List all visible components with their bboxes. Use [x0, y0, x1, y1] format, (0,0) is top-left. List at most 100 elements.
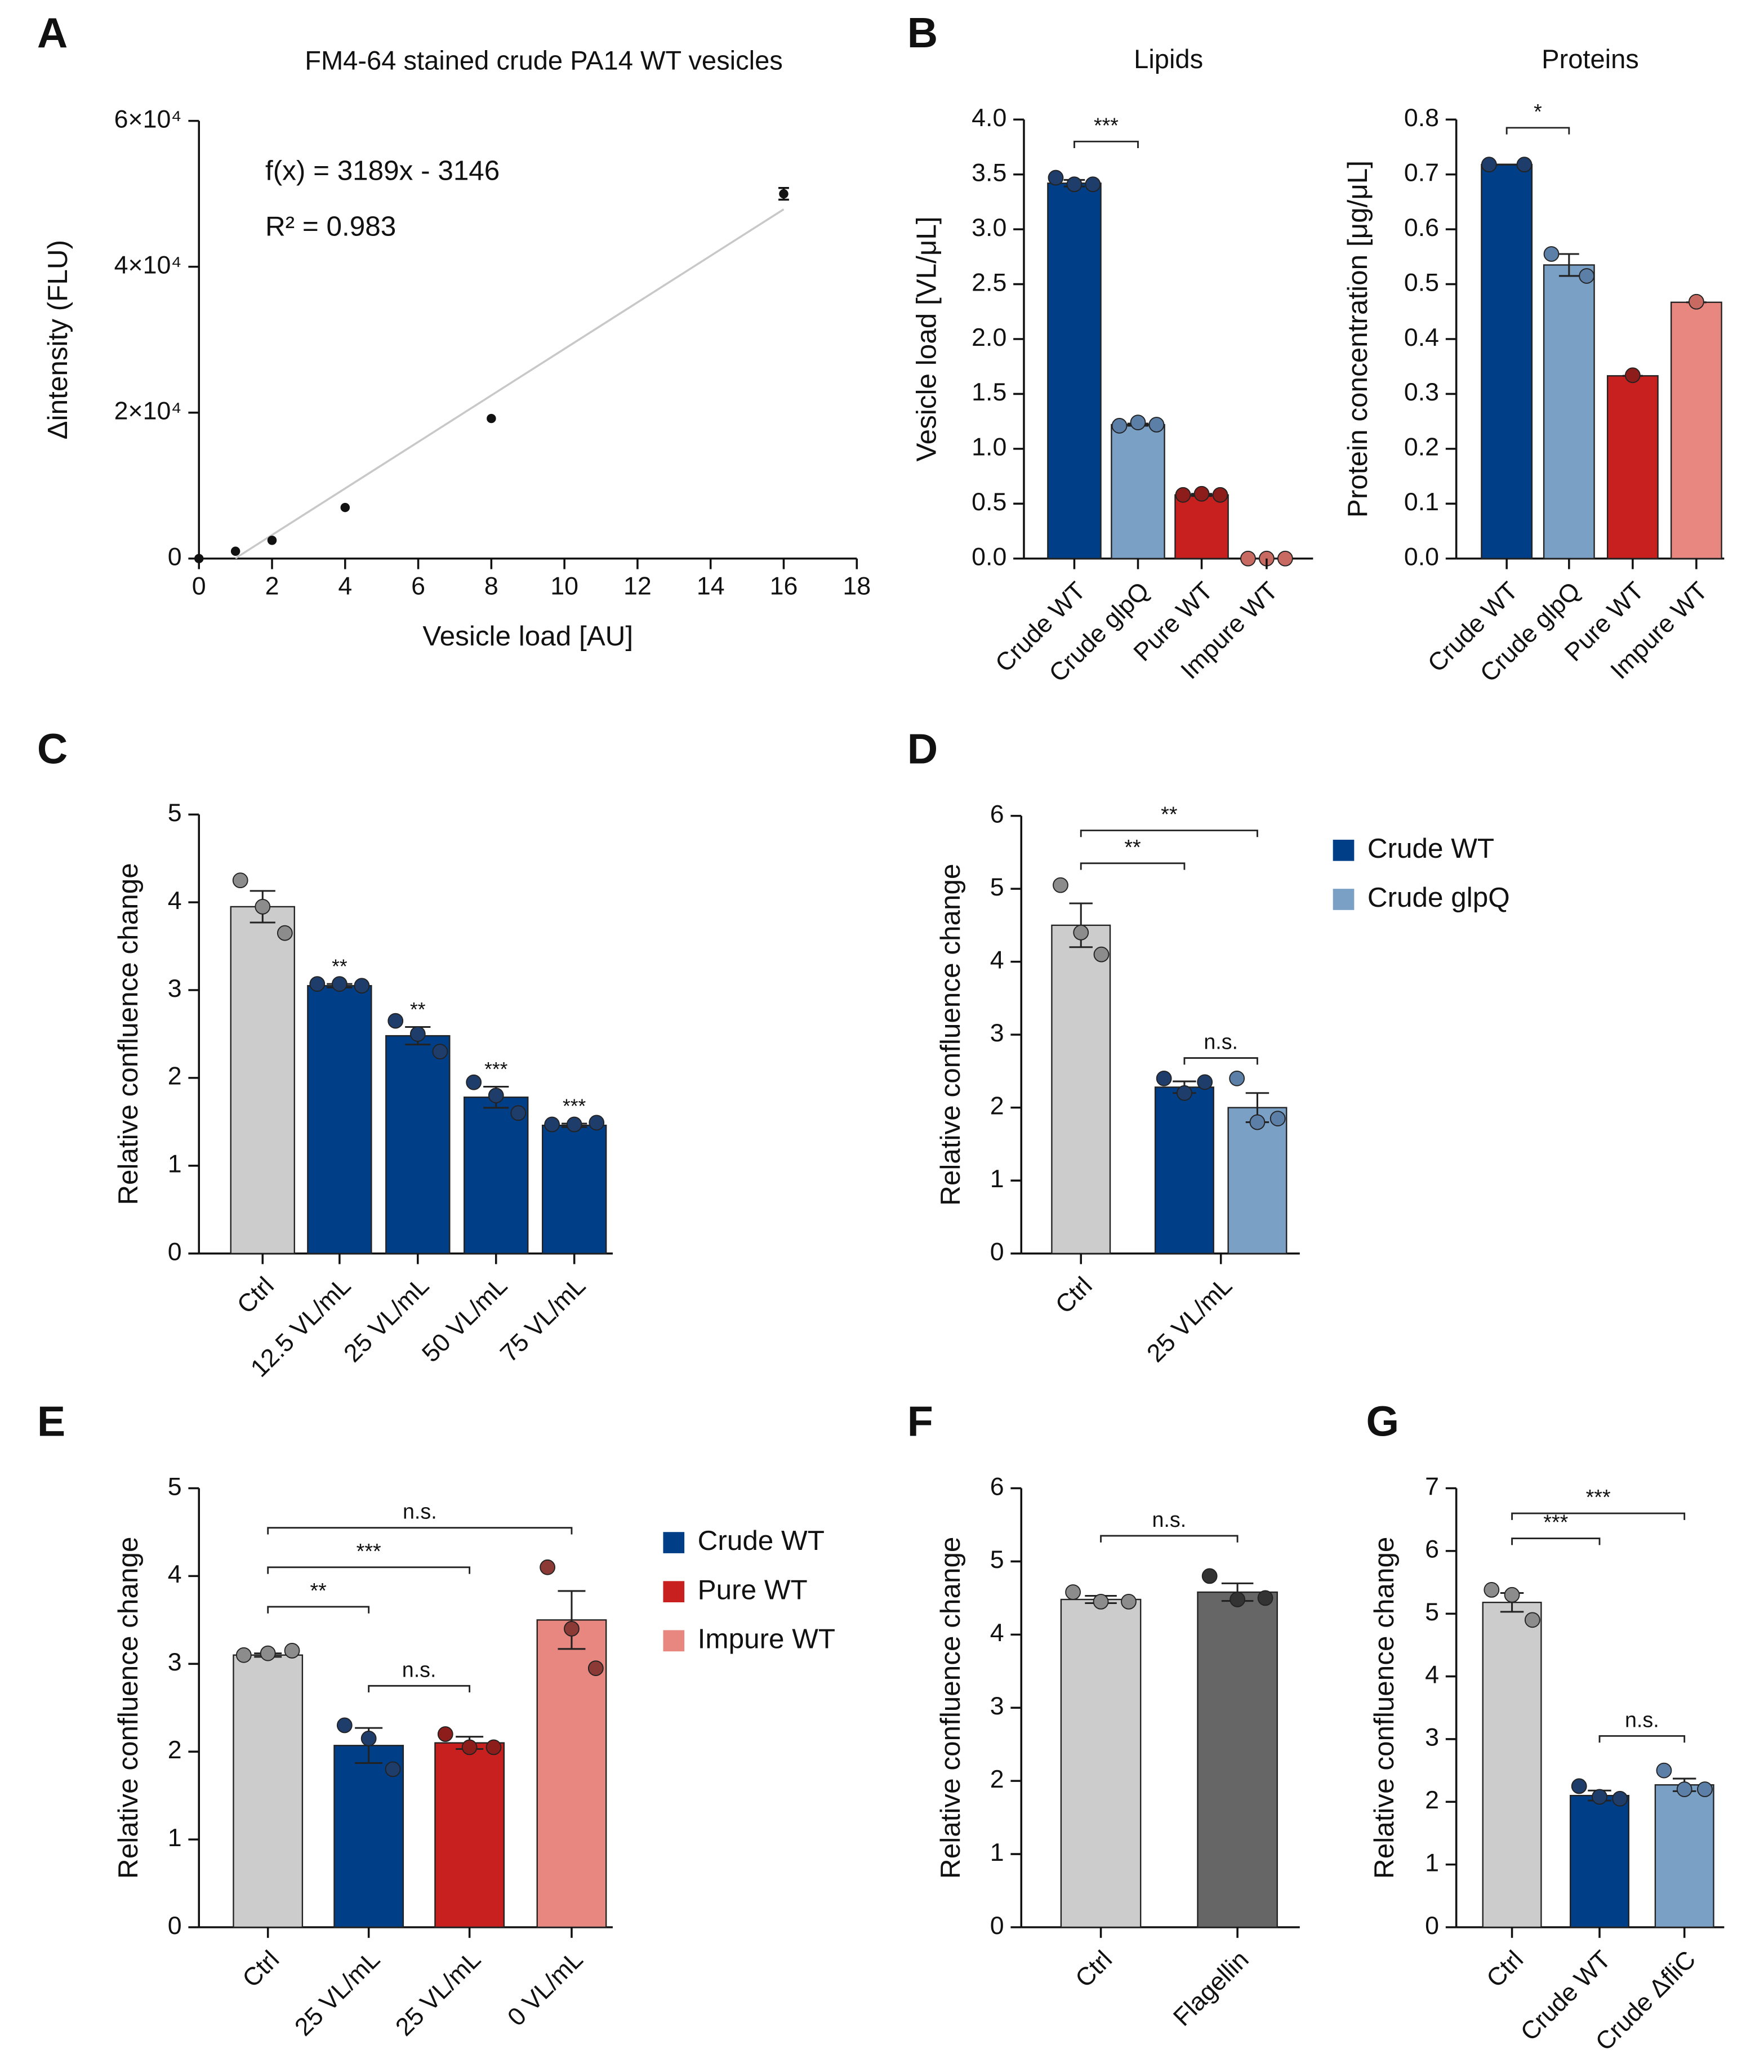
significance-bracket: [1183, 1057, 1258, 1065]
data-point: [284, 1643, 300, 1659]
significance-label: ***: [1543, 1510, 1568, 1534]
y-tick-label: 3: [168, 1648, 182, 1676]
bar: [1047, 182, 1102, 559]
data-point: [1130, 415, 1146, 430]
data-point: [461, 1739, 478, 1755]
r-squared: R² = 0.983: [265, 211, 396, 242]
point: [230, 546, 240, 556]
bar: [1197, 1591, 1278, 1928]
y-tick-label: 4: [168, 1560, 182, 1588]
y-tick-label: 2.0: [972, 323, 1006, 351]
significance-bracket: [1511, 1512, 1686, 1520]
data-point: [510, 1105, 527, 1121]
point: [340, 502, 350, 513]
bar: [385, 1035, 451, 1254]
y-tick-label: 2.5: [972, 268, 1006, 296]
x-tick-label: 0: [192, 572, 206, 600]
bar: [1051, 924, 1111, 1254]
bar: [1606, 375, 1659, 559]
significance-bracket: [368, 1685, 471, 1693]
y-tick-label: 1.0: [972, 433, 1006, 461]
y-tick-label: 1: [990, 1838, 1004, 1866]
data-point: [387, 1013, 404, 1029]
significance-bracket: [1073, 140, 1139, 149]
y-tick-label: 3: [990, 1692, 1004, 1720]
x-tick-label: 14: [697, 572, 725, 600]
point: [194, 554, 204, 563]
significance-bracket: [1511, 1538, 1601, 1545]
significance-label: **: [1161, 803, 1178, 826]
data-point: [354, 978, 370, 994]
data-point: [1093, 1593, 1109, 1610]
significance-bracket: [1080, 830, 1258, 837]
y-tick-label: 2: [1425, 1786, 1439, 1814]
data-point: [1612, 1790, 1628, 1807]
data-point: [1484, 1582, 1500, 1598]
bar: [1111, 424, 1165, 559]
y-tick-label: 0.5: [1404, 268, 1439, 296]
data-point: [566, 1116, 582, 1133]
data-point: [587, 1660, 604, 1676]
y-tick-label: 6: [990, 1472, 1004, 1500]
bar: [230, 906, 295, 1254]
x-tick-label: Ctrl: [231, 1272, 279, 1320]
legend-label: Crude WT: [1367, 833, 1494, 864]
data-point: [1197, 1074, 1213, 1090]
panel-label: F: [907, 1397, 933, 1445]
data-point: [1249, 1114, 1266, 1130]
y-tick-label: 2×10⁴: [114, 397, 182, 425]
x-tick-label: 4: [338, 572, 352, 600]
data-point: [360, 1730, 377, 1746]
y-tick-label: 2: [990, 1091, 1004, 1120]
y-tick-label: 4: [990, 946, 1004, 974]
x-tick-label: 6: [411, 572, 425, 600]
legend-swatch: [663, 1532, 685, 1553]
fit-equation: f(x) = 3189x - 3146: [265, 155, 500, 186]
x-tick-label: 75 VL/mL: [495, 1272, 591, 1368]
significance-bracket: [267, 1527, 573, 1535]
data-point: [255, 899, 271, 915]
data-point: [1592, 1789, 1607, 1805]
bar: [233, 1654, 304, 1928]
x-tick-label: 0 VL/mL: [502, 1945, 588, 2031]
data-point: [232, 872, 248, 889]
chart-title: Proteins: [1542, 44, 1639, 74]
x-tick-label: 25 VL/mL: [338, 1272, 435, 1368]
significance-bracket: [1100, 1535, 1239, 1543]
significance-label: ***: [1094, 113, 1119, 137]
fit-line: [235, 208, 785, 559]
data-point: [1175, 487, 1191, 503]
x-tick-label: 8: [484, 572, 498, 600]
y-tick-label: 2: [168, 1736, 182, 1764]
bar: [1154, 1086, 1214, 1254]
significance-label: n.s.: [1204, 1030, 1238, 1054]
x-tick-label: Flagellin: [1168, 1945, 1254, 2031]
bar: [307, 985, 372, 1254]
y-tick-label: 0.1: [1404, 488, 1439, 516]
legend-label: Crude WT: [698, 1525, 825, 1556]
bar: [1060, 1598, 1142, 1928]
y-tick-label: 0.2: [1404, 433, 1439, 461]
significance-label: ***: [357, 1539, 381, 1563]
y-axis-label: Relative confluence change: [935, 1537, 966, 1879]
y-tick-label: 1.5: [972, 378, 1006, 406]
y-tick-label: 6: [1425, 1535, 1439, 1563]
y-axis-label: Protein concentration [μg/μL]: [1342, 161, 1373, 518]
data-point: [1053, 877, 1068, 893]
chart-title: FM4-64 stained crude PA14 WT vesicles: [305, 45, 783, 75]
data-point: [331, 976, 348, 992]
significance-label: ***: [484, 1059, 507, 1081]
panel-label: G: [1366, 1397, 1400, 1445]
y-tick-label: 0: [168, 1911, 182, 1940]
x-tick-label: 16: [770, 572, 798, 600]
x-tick-label: 25 VL/mL: [1141, 1272, 1237, 1368]
y-tick-label: 0: [168, 543, 182, 571]
panel-label: A: [37, 9, 68, 56]
data-point: [1481, 157, 1497, 173]
data-point: [1111, 418, 1128, 434]
y-tick-label: 2: [168, 1062, 182, 1090]
significance-label: ***: [563, 1095, 586, 1117]
legend-label: Impure WT: [698, 1623, 835, 1654]
data-point: [336, 1717, 353, 1734]
y-tick-label: 0.0: [1404, 543, 1439, 571]
